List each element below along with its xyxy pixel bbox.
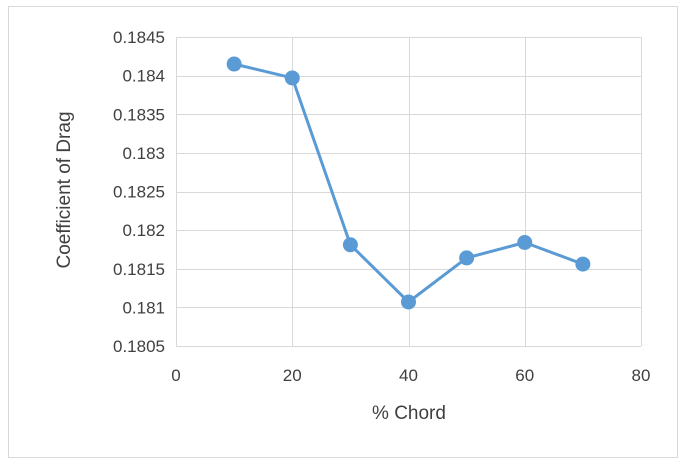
grid (176, 37, 642, 347)
series-line (232, 62, 585, 304)
y-tick-label: 0.1815 (113, 260, 165, 279)
data-point (517, 234, 533, 250)
chart-frame (8, 6, 678, 458)
y-tick-label: 0.1845 (113, 28, 165, 47)
y-axis-ticks: 0.1805 0.181 0.1815 0.182 0.1825 0.183 0.1835 0… (113, 28, 165, 356)
y-tick-label: 0.183 (122, 144, 165, 163)
y-tick-label: 0.1825 (113, 183, 165, 202)
x-axis-ticks: 0 20 40 60 80 (171, 366, 650, 385)
x-axis-title: % Chord (372, 403, 446, 424)
data-point (226, 56, 242, 72)
x-tick-label: 20 (283, 366, 302, 385)
x-tick-label: 60 (515, 366, 534, 385)
x-tick-label: 0 (171, 366, 180, 385)
y-axis-title: Coefficient of Drag (54, 111, 75, 268)
y-tick-label: 0.1835 (113, 105, 165, 124)
x-tick-label: 40 (399, 366, 418, 385)
data-point (342, 237, 358, 253)
y-tick-label: 0.1805 (113, 337, 165, 356)
y-tick-label: 0.181 (122, 298, 165, 317)
series (226, 56, 591, 310)
x-tick-label: 80 (632, 366, 651, 385)
y-tick-label: 0.184 (122, 67, 165, 86)
data-point (284, 70, 300, 86)
y-tick-label: 0.182 (122, 221, 165, 240)
data-point (575, 256, 591, 272)
data-point (459, 250, 475, 266)
data-point (401, 294, 416, 310)
